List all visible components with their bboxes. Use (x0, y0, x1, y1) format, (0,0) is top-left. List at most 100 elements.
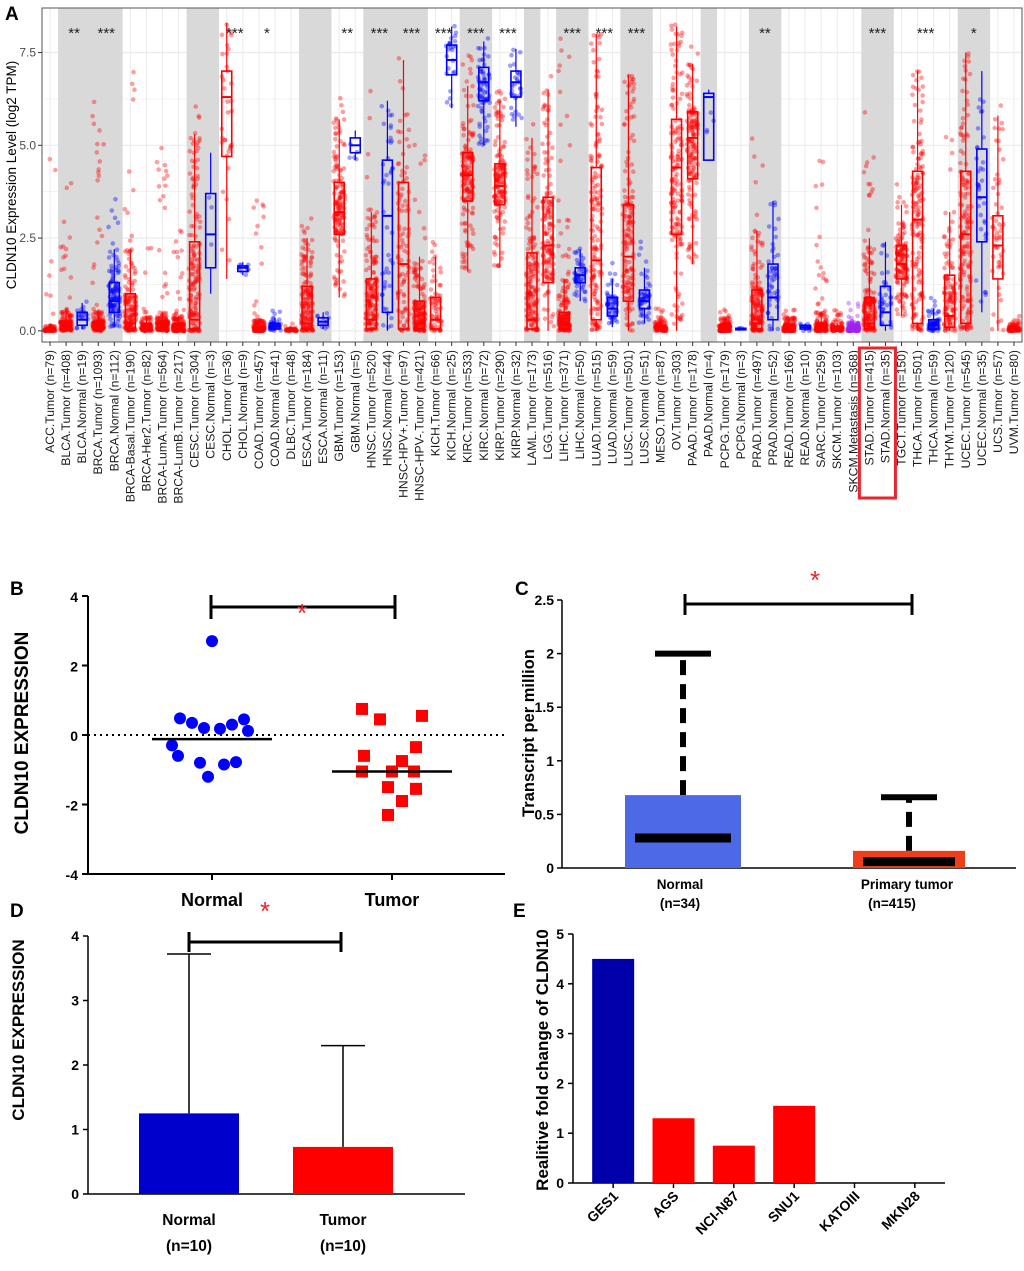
data-point (301, 228, 307, 233)
data-point (302, 238, 308, 243)
data-point (339, 189, 345, 195)
data-point (337, 183, 343, 188)
data-point (96, 173, 102, 179)
data-point (146, 316, 152, 321)
data-point (460, 259, 466, 265)
data-point (769, 248, 775, 254)
data-point (337, 204, 343, 209)
data-point (193, 294, 199, 300)
data-point (336, 228, 342, 234)
data-point (468, 70, 474, 76)
data-point (125, 315, 131, 320)
data-point (79, 314, 84, 319)
data-point (194, 279, 199, 284)
data-point (342, 142, 347, 148)
data-point (97, 227, 102, 233)
data-point (194, 165, 200, 171)
data-point (192, 312, 197, 318)
data-point (675, 304, 680, 309)
data-point (627, 205, 632, 211)
data-point (646, 310, 652, 316)
data-point (112, 302, 118, 308)
data-point (336, 219, 342, 224)
data-point (337, 223, 343, 229)
data-point (144, 323, 149, 329)
data-point (307, 289, 312, 295)
data-point (770, 268, 776, 274)
data-point (332, 276, 338, 282)
data-point (369, 321, 374, 327)
data-point (541, 173, 547, 178)
data-point (191, 184, 197, 189)
data-point (688, 171, 693, 177)
data-point (599, 121, 605, 127)
data-point (92, 315, 97, 321)
data-point (386, 181, 391, 186)
data-point (792, 307, 797, 313)
data-point (502, 139, 508, 145)
data-point (525, 220, 531, 226)
data-point (339, 227, 345, 232)
data-point (323, 326, 328, 331)
data-point (674, 216, 680, 221)
data-point (342, 249, 347, 254)
data-point (116, 269, 122, 274)
data-point (388, 123, 394, 128)
data-point (195, 173, 200, 179)
data-point (176, 323, 182, 329)
data-point (622, 121, 627, 127)
data-point (179, 229, 184, 235)
data-point (113, 286, 118, 291)
data-point (100, 314, 106, 320)
data-point (653, 306, 659, 311)
data-point (369, 302, 375, 308)
data-point (499, 165, 504, 170)
data-point (556, 296, 561, 302)
data-point (112, 305, 117, 311)
data-point (433, 308, 438, 314)
data-point (64, 321, 69, 327)
data-point (174, 249, 180, 255)
data-point (126, 293, 132, 299)
data-point (113, 196, 118, 202)
data-point (622, 188, 627, 193)
data-point (307, 274, 312, 279)
data-point (99, 311, 104, 317)
data-point (123, 264, 129, 269)
data-point (128, 298, 134, 304)
data-point (368, 285, 374, 291)
data-point (337, 198, 342, 204)
data-point (338, 216, 343, 221)
data-point (438, 265, 443, 271)
data-point (253, 318, 258, 324)
data-point (94, 311, 99, 316)
data-point (406, 144, 412, 149)
data-point (112, 215, 118, 221)
data-point (301, 254, 307, 259)
data-point (686, 254, 692, 259)
data-point (61, 266, 67, 272)
data-point (630, 328, 635, 333)
data-point (148, 315, 154, 320)
data-point (670, 81, 676, 87)
data-point (366, 320, 372, 326)
data-point (493, 138, 498, 144)
data-point (387, 113, 393, 118)
data-point (371, 214, 377, 220)
data-point (130, 312, 136, 317)
data-point (179, 313, 185, 319)
data-point (172, 315, 178, 321)
data-point (114, 288, 119, 294)
data-point (368, 288, 373, 294)
data-point (367, 302, 372, 307)
data-point (324, 310, 330, 316)
data-point (574, 283, 580, 289)
data-point (412, 197, 418, 203)
data-point (462, 227, 468, 233)
data-point (309, 249, 315, 255)
data-point (130, 324, 136, 329)
data-point (496, 149, 502, 154)
data-point (111, 303, 117, 308)
data-point (113, 301, 118, 307)
data-point (686, 75, 692, 80)
